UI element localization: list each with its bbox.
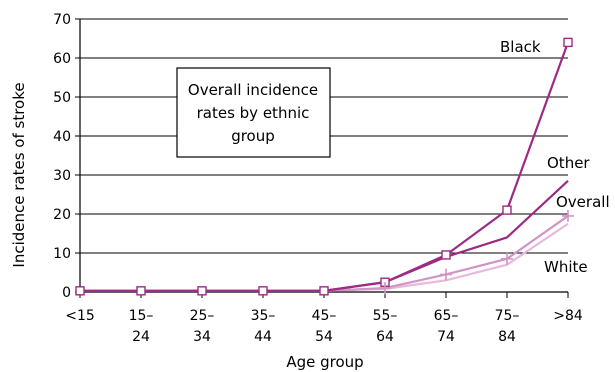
series-label-other: Other <box>547 154 590 172</box>
series-label-white: White <box>544 258 588 276</box>
series-label-overall: Overall <box>556 193 610 211</box>
series-line-other <box>80 180 569 292</box>
x-axis-title: Age group <box>286 353 363 371</box>
x-tick-label: 75– <box>495 308 520 324</box>
series-line-white <box>80 222 569 292</box>
x-tick-label: 34 <box>193 329 211 345</box>
marker-black <box>441 250 451 260</box>
y-axis-title: Incidence rates of stroke <box>10 82 28 267</box>
x-tick-label: 84 <box>498 329 516 345</box>
y-tick-label: 10 <box>53 246 71 262</box>
x-tick-label: 55– <box>373 308 398 324</box>
marker-black <box>319 286 329 296</box>
annotation-box: Overall incidence rates by ethnic group <box>176 67 331 158</box>
series-label-black: Black <box>500 38 541 56</box>
marker-overall <box>440 268 452 281</box>
x-tick-label: 45– <box>312 308 337 324</box>
y-tick-label: 70 <box>53 12 71 28</box>
marker-black <box>75 286 85 296</box>
x-tick-label: >84 <box>553 308 583 324</box>
y-tick-label: 30 <box>53 168 71 184</box>
annotation-line-3: group <box>231 127 275 145</box>
y-tick-labels: 0 10 20 30 40 50 60 70 <box>53 12 71 301</box>
x-tick-label: 74 <box>437 329 455 345</box>
x-tick-label: 54 <box>315 329 333 345</box>
series-markers <box>75 37 574 296</box>
x-tick-label: <15 <box>65 308 95 324</box>
x-tick-label: 64 <box>376 329 394 345</box>
marker-black <box>502 205 512 215</box>
x-tick-label: 35– <box>251 308 276 324</box>
marker-overall <box>501 252 513 265</box>
x-tick-labels: <15 15– 24 25– 34 35– 44 45– 54 55– 64 65– 74 75– 84 >8… <box>65 308 583 345</box>
y-tick-label: 40 <box>53 129 71 145</box>
marker-overall <box>379 282 391 295</box>
annotation-line-2: rates by ethnic <box>197 104 310 122</box>
marker-black <box>136 286 146 296</box>
axes <box>75 18 569 298</box>
x-tick-label: 24 <box>132 329 150 345</box>
x-tick-label: 15– <box>129 308 154 324</box>
x-tick-label: 65– <box>434 308 459 324</box>
marker-black <box>258 286 268 296</box>
marker-overall <box>562 209 574 222</box>
y-tick-label: 50 <box>53 90 71 106</box>
annotation-line-1: Overall incidence <box>188 81 318 99</box>
y-tick-label: 0 <box>62 285 71 301</box>
y-tick-label: 20 <box>53 207 71 223</box>
x-tick-label: 44 <box>254 329 272 345</box>
marker-black <box>197 286 207 296</box>
y-tick-label: 60 <box>53 51 71 67</box>
marker-black <box>563 37 573 48</box>
x-tick-label: 25– <box>190 308 215 324</box>
